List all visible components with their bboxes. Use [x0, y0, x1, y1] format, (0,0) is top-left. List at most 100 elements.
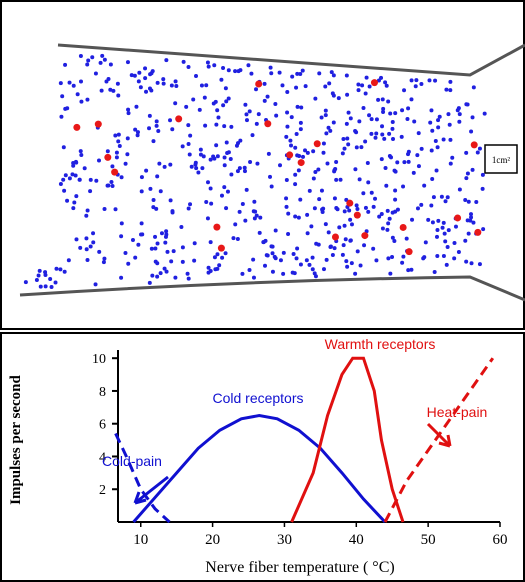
cold-spot	[82, 166, 87, 171]
cold-spot	[109, 179, 114, 184]
cold-spot	[363, 205, 368, 210]
cold-spot	[58, 81, 63, 86]
cold-spot	[202, 95, 207, 100]
y-tick-label: 6	[99, 418, 106, 433]
cold-spot	[429, 108, 434, 113]
cold-spot	[448, 88, 453, 93]
x-axis-label: Nerve fiber temperature ( °C)	[205, 559, 394, 576]
cold-spot	[77, 177, 82, 182]
cold-spot	[36, 273, 41, 278]
cold-spot	[205, 216, 210, 221]
cold-spot	[222, 155, 227, 160]
cold-spot	[247, 109, 252, 114]
cold-spot	[469, 212, 474, 217]
cold-spot	[442, 231, 447, 236]
cold-spot	[273, 228, 278, 233]
cold-spot	[71, 83, 76, 88]
warm-spot	[361, 232, 369, 240]
cold-spot	[185, 271, 190, 276]
cold-spot	[292, 271, 297, 276]
cold-spot	[224, 140, 229, 145]
cold-spot	[251, 257, 256, 262]
cold-spot	[312, 206, 317, 211]
cold-spot	[206, 270, 211, 275]
cold-spot	[173, 79, 178, 84]
cold-spot	[231, 236, 236, 241]
cold-spot	[321, 150, 326, 155]
cold-spot	[251, 275, 256, 280]
cold-spot	[34, 278, 39, 283]
cold-spot	[285, 124, 290, 129]
cold-spot	[404, 236, 409, 241]
cold-spot	[353, 271, 358, 276]
cold-spot	[149, 88, 154, 93]
cold-spot	[423, 240, 428, 245]
cold-spot	[332, 246, 337, 251]
cold-spot	[416, 131, 421, 136]
cold-spot	[119, 234, 124, 239]
cold-spot	[240, 271, 245, 276]
cold-spot	[148, 186, 153, 191]
cold-spot	[85, 208, 90, 213]
cold-spot	[162, 164, 167, 169]
cold-spot	[429, 203, 434, 208]
cold-spot	[213, 99, 218, 104]
cold-spot	[470, 167, 475, 172]
cold-spot	[446, 228, 451, 233]
cold-spot	[226, 150, 231, 155]
cold-spot	[59, 114, 64, 119]
cold-spot	[73, 173, 78, 178]
cold-spot	[374, 117, 379, 122]
cold-spot	[63, 62, 68, 67]
cold-spot	[140, 232, 145, 237]
cold-spot	[171, 249, 176, 254]
cold-spot	[296, 168, 301, 173]
cold-spot	[53, 280, 58, 285]
cold-spot	[252, 216, 257, 221]
cold-spot	[429, 148, 434, 153]
cold-spot	[187, 152, 192, 157]
x-tick-label: 20	[205, 532, 220, 548]
cold-spot	[62, 188, 67, 193]
cold-spot	[194, 166, 199, 171]
cold-spot	[436, 218, 441, 223]
cold-spot	[390, 210, 395, 215]
cold-spot	[222, 185, 227, 190]
cold-spot	[463, 238, 468, 243]
cold-spot	[23, 280, 28, 285]
cold-spot	[235, 237, 240, 242]
cold-spot	[212, 255, 217, 260]
cold-spot	[155, 80, 160, 85]
cold-spot	[71, 206, 76, 211]
cold-spot	[123, 161, 128, 166]
cold-spot	[194, 74, 199, 79]
cold-spot	[294, 85, 299, 90]
cold-spot	[340, 252, 345, 257]
cold-spot	[316, 242, 321, 247]
cold-spot	[435, 228, 440, 233]
cold-spot	[369, 131, 374, 136]
cold-spot	[323, 108, 328, 113]
warm-spot	[399, 223, 407, 231]
cold-spot	[284, 177, 289, 182]
cold-spot	[119, 275, 124, 280]
curve-label: Heat-pain	[427, 404, 488, 420]
cold-spot	[366, 180, 371, 185]
cold-spot	[248, 159, 253, 164]
cold-spot	[84, 236, 89, 241]
cold-spot	[244, 187, 249, 192]
cold-spot	[201, 154, 206, 159]
cold-spot	[170, 209, 175, 214]
cold-spot	[286, 231, 291, 236]
cold-spot	[380, 124, 385, 129]
cold-spot	[37, 268, 42, 273]
cold-spot	[164, 58, 169, 63]
cold-spot	[419, 202, 424, 207]
cold-spot	[65, 198, 70, 203]
cold-spot	[206, 265, 211, 270]
cold-spot	[192, 258, 197, 263]
warm-spot	[346, 199, 354, 207]
cold-spot	[233, 222, 238, 227]
cold-spot	[382, 136, 387, 141]
cold-spot	[130, 237, 135, 242]
